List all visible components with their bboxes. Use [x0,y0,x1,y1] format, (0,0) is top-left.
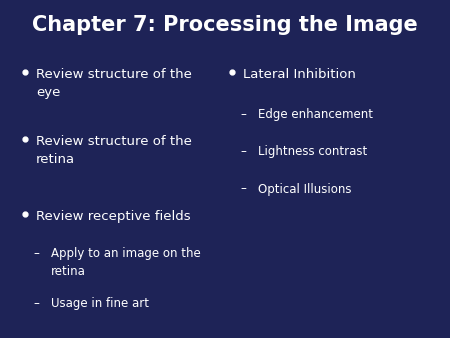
Text: Optical Illusions: Optical Illusions [258,183,351,195]
Text: Lightness contrast: Lightness contrast [258,145,367,158]
Text: Review receptive fields: Review receptive fields [36,210,191,222]
Text: Lateral Inhibition: Lateral Inhibition [243,68,356,80]
Text: Usage in fine art: Usage in fine art [51,297,149,310]
Text: Apply to an image on the
retina: Apply to an image on the retina [51,247,201,278]
Text: –: – [34,297,40,310]
Text: –: – [241,145,247,158]
Text: –: – [241,183,247,195]
Text: –: – [241,108,247,121]
Text: Review structure of the
retina: Review structure of the retina [36,135,192,166]
Text: Edge enhancement: Edge enhancement [258,108,373,121]
Text: Review structure of the
eye: Review structure of the eye [36,68,192,99]
Text: Chapter 7: Processing the Image: Chapter 7: Processing the Image [32,15,418,35]
Text: –: – [34,247,40,260]
